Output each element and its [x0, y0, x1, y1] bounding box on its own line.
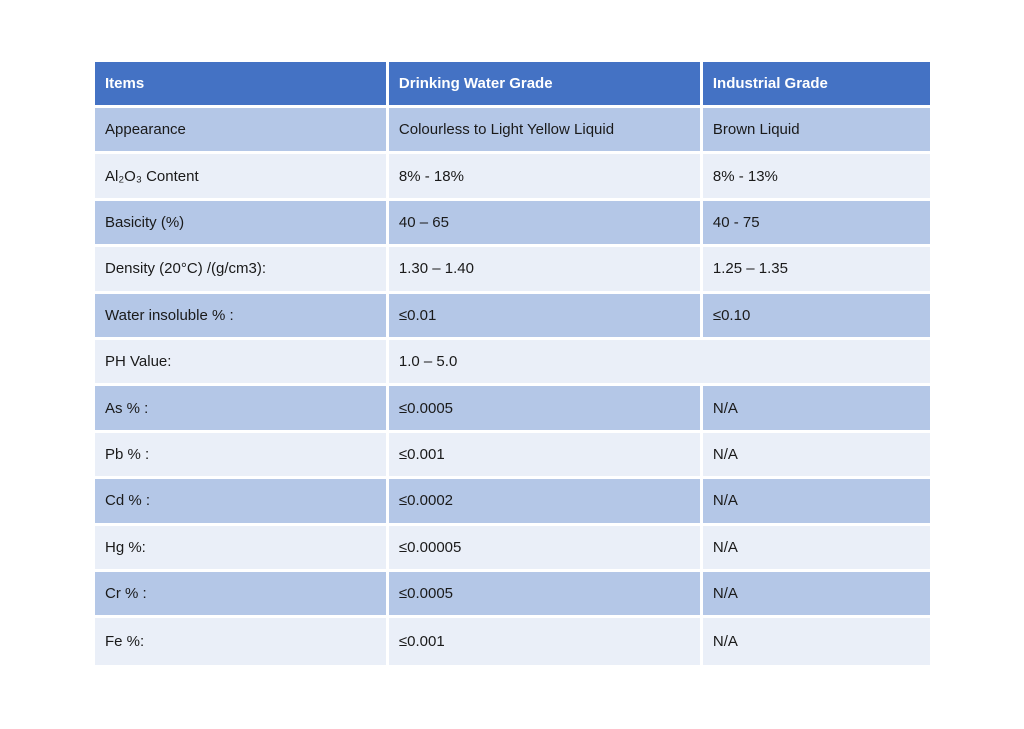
- col-header-industrial-grade: Industrial Grade: [702, 62, 930, 108]
- drinking-grade-cell: ≤0.001: [388, 618, 703, 665]
- item-cell: Density (20°C) /(g/cm3):: [95, 247, 389, 294]
- drinking-grade-cell: ≤0.01: [388, 293, 703, 341]
- table-row: Density (20°C) /(g/cm3): 1.30 – 1.40 1.2…: [95, 247, 930, 294]
- table-row: Cd % : ≤0.0002 N/A: [95, 479, 930, 526]
- item-cell: Water insoluble % :: [95, 293, 389, 341]
- item-cell: PH Value:: [95, 340, 389, 387]
- item-cell: Cd % :: [95, 479, 389, 526]
- drinking-grade-cell: Colourless to Light Yellow Liquid: [388, 108, 703, 155]
- item-cell: Basicity (%): [95, 200, 389, 248]
- table-row: Water insoluble % : ≤0.01 ≤0.10: [95, 293, 930, 341]
- industrial-grade-cell: N/A: [702, 618, 930, 665]
- item-cell: Cr % :: [95, 572, 389, 619]
- drinking-grade-cell: ≤0.001: [388, 432, 703, 480]
- table-row: Appearance Colourless to Light Yellow Li…: [95, 108, 930, 155]
- item-cell: Pb % :: [95, 432, 389, 480]
- table-row: Basicity (%) 40 – 65 40 - 75: [95, 200, 930, 248]
- table-row: Fe %: ≤0.001 N/A: [95, 618, 930, 665]
- industrial-grade-cell: N/A: [702, 432, 930, 480]
- header-row: Items Drinking Water Grade Industrial Gr…: [95, 62, 930, 108]
- industrial-grade-cell: 40 - 75: [702, 200, 930, 248]
- drinking-grade-cell: ≤0.0002: [388, 479, 703, 526]
- drinking-grade-cell: 1.30 – 1.40: [388, 247, 703, 294]
- drinking-grade-cell: ≤0.0005: [388, 386, 703, 433]
- item-cell: Al₂O₃ Content: [95, 154, 389, 201]
- industrial-grade-cell: ≤0.10: [702, 293, 930, 341]
- table-row: Hg %: ≤0.00005 N/A: [95, 525, 930, 573]
- table-row: PH Value: 1.0 – 5.0: [95, 340, 930, 387]
- drinking-grade-cell: ≤0.0005: [388, 572, 703, 619]
- industrial-grade-cell: N/A: [702, 386, 930, 433]
- item-cell: Fe %:: [95, 618, 389, 665]
- industrial-grade-cell: N/A: [702, 572, 930, 619]
- industrial-grade-cell: N/A: [702, 479, 930, 526]
- col-header-drinking-water-grade: Drinking Water Grade: [388, 62, 703, 108]
- drinking-grade-cell: ≤0.00005: [388, 525, 703, 573]
- industrial-grade-cell: 1.25 – 1.35: [702, 247, 930, 294]
- spec-table: Items Drinking Water Grade Industrial Gr…: [95, 62, 930, 665]
- industrial-grade-cell: N/A: [702, 525, 930, 573]
- table-row: As % : ≤0.0005 N/A: [95, 386, 930, 433]
- table-row: Pb % : ≤0.001 N/A: [95, 432, 930, 480]
- table-row: Cr % : ≤0.0005 N/A: [95, 572, 930, 619]
- industrial-grade-cell: 8% - 13%: [702, 154, 930, 201]
- item-cell: Appearance: [95, 108, 389, 155]
- drinking-grade-cell: 8% - 18%: [388, 154, 703, 201]
- industrial-grade-cell: Brown Liquid: [702, 108, 930, 155]
- drinking-grade-cell: 40 – 65: [388, 200, 703, 248]
- table-row: Al₂O₃ Content 8% - 18% 8% - 13%: [95, 154, 930, 201]
- drinking-grade-cell: 1.0 – 5.0: [388, 340, 930, 387]
- item-cell: As % :: [95, 386, 389, 433]
- col-header-items: Items: [95, 62, 389, 108]
- item-cell: Hg %:: [95, 525, 389, 573]
